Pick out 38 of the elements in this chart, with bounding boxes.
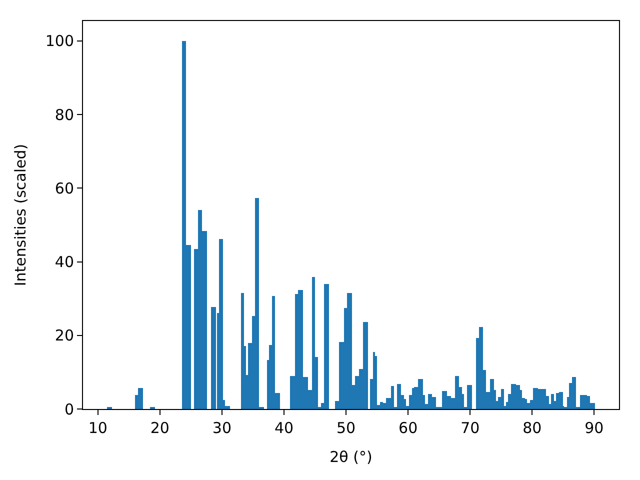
x-tick-label: 60	[398, 419, 418, 437]
bar	[580, 395, 584, 409]
bar	[312, 277, 315, 409]
bar	[525, 399, 527, 409]
bar	[432, 397, 436, 409]
y-tick-label: 80	[54, 106, 74, 124]
x-axis-title: 2θ (°)	[330, 448, 372, 466]
x-tick-label: 10	[88, 419, 108, 437]
bar	[455, 376, 459, 409]
y-tick-label: 0	[64, 400, 74, 418]
bar	[241, 293, 244, 409]
x-tick-label: 90	[584, 419, 604, 437]
bar	[556, 393, 559, 409]
bar	[527, 403, 530, 409]
bar	[572, 377, 576, 409]
bar	[404, 399, 406, 409]
y-axis-title: Intensities (scaled)	[12, 144, 30, 286]
bar	[412, 388, 414, 409]
bar	[501, 389, 504, 409]
x-tick-label: 50	[336, 419, 356, 437]
bar	[542, 389, 546, 409]
y-tick-label: 40	[54, 253, 74, 271]
y-tick-label: 100	[45, 32, 74, 50]
x-tick-label: 70	[460, 419, 480, 437]
bar	[490, 379, 494, 409]
x-tick-label: 80	[522, 419, 542, 437]
bar	[219, 239, 223, 409]
x-tick-label: 20	[150, 419, 170, 437]
bar	[397, 384, 401, 409]
bar	[380, 402, 383, 409]
y-tick-label: 60	[54, 179, 74, 198]
x-tick-label: 30	[212, 419, 232, 437]
bar	[428, 394, 432, 409]
bar	[375, 356, 377, 409]
bar	[479, 327, 483, 409]
bar	[559, 392, 563, 409]
x-tick-label: 40	[274, 419, 294, 437]
y-tick-label: 20	[54, 326, 74, 345]
